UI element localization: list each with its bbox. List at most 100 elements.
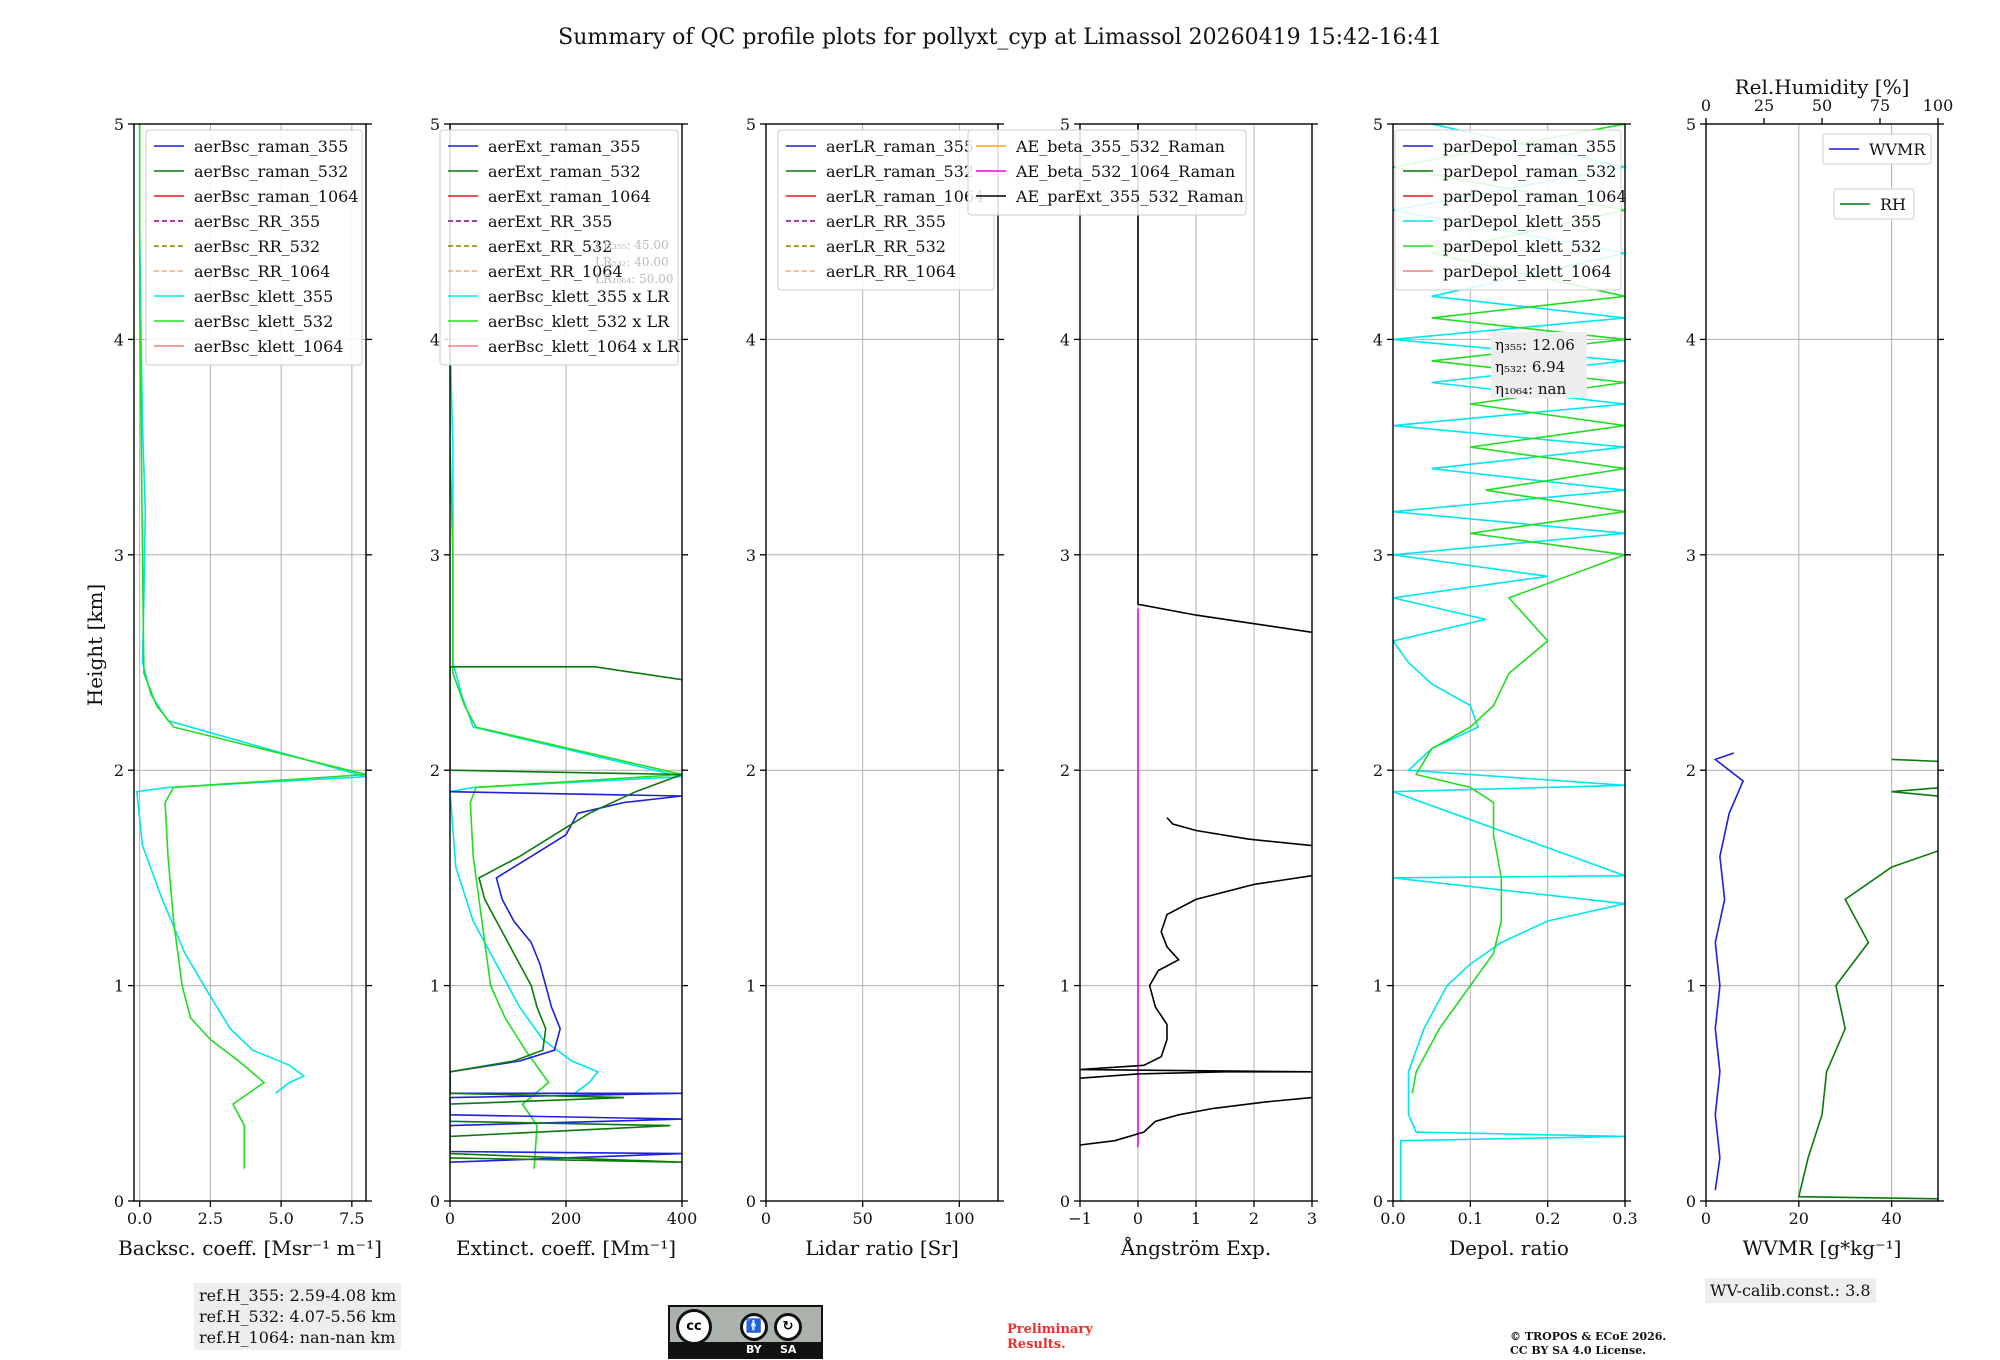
panel-lr: 0 50 100 Lidar ratio [Sr] 0 1 2 3 4 5 aerLR_raman_… bbox=[746, 115, 1004, 1260]
series-aerbsc-klett-532-x-lr bbox=[450, 124, 682, 1169]
y-tick-label: 4 bbox=[430, 330, 440, 349]
plot-panels: 0.0 2.5 5.0 7.5 Backsc. coeff. [Msr⁻¹ m⁻¹] 0 1… bbox=[114, 75, 1953, 1260]
eta-value: η₁₀₆₄: nan bbox=[1495, 380, 1566, 398]
x-tick-label: 2.5 bbox=[198, 1209, 223, 1228]
x-tick-label: 1 bbox=[1191, 1209, 1201, 1228]
x-tick-label: 0.1 bbox=[1458, 1209, 1483, 1228]
series-aerbsc-klett-355 bbox=[135, 124, 366, 1094]
wv-calibration-constant: WV-calib.const.: 3.8 bbox=[1710, 1281, 1871, 1300]
y-tick-label: 5 bbox=[1060, 115, 1070, 134]
y-tick-label: 0 bbox=[746, 1192, 756, 1211]
legend: aerLR_raman_355 aerLR_raman_532 aerLR_rama… bbox=[777, 129, 995, 291]
y-tick-label: 4 bbox=[1060, 330, 1070, 349]
cc-logo-icon: cc bbox=[676, 1309, 712, 1345]
preliminary-note: Preliminary Results. bbox=[1007, 1322, 1093, 1352]
panel-bsc: 0.0 2.5 5.0 7.5 Backsc. coeff. [Msr⁻¹ m⁻¹] 0 1… bbox=[114, 115, 382, 1260]
preliminary-line-1: Preliminary bbox=[1007, 1322, 1093, 1337]
panel-depol: 0.0 0.1 0.2 0.3 Depol. ratio 0 1 2 3 4 5 parDepol_r… bbox=[1373, 115, 1638, 1260]
series-wvmr bbox=[1713, 752, 1745, 1191]
y-tick-label: 4 bbox=[746, 330, 756, 349]
legend: aerBsc_raman_355 aerBsc_raman_532 aerBsc_r… bbox=[145, 129, 363, 366]
series-group bbox=[1080, 124, 1312, 1148]
legend-label: aerBsc_RR_532 bbox=[194, 237, 320, 256]
top-x-tick-label: 50 bbox=[1812, 96, 1832, 115]
series-group bbox=[1393, 124, 1625, 1201]
lidar-ratio-note: LR₃₅₅: 45.00 bbox=[595, 238, 669, 252]
x-tick-label: 0 bbox=[445, 1209, 455, 1228]
figure-title: Summary of QC profile plots for pollyxt_… bbox=[558, 25, 1442, 50]
legend-box bbox=[145, 129, 363, 366]
legend-label: parDepol_raman_532 bbox=[1443, 162, 1616, 181]
legend-label: aerBsc_klett_532 bbox=[194, 312, 333, 331]
legend: aerExt_raman_355 aerExt_raman_532 aerExt_r… bbox=[439, 129, 680, 366]
x-tick-label: 3 bbox=[1307, 1209, 1317, 1228]
y-tick-label: 1 bbox=[114, 977, 124, 996]
top-x-tick-label: 0 bbox=[1701, 96, 1711, 115]
series-group bbox=[135, 124, 366, 1169]
copyright-line-2: CC BY SA 4.0 License. bbox=[1510, 1344, 1647, 1357]
top-x-tick-label: 75 bbox=[1870, 96, 1890, 115]
x-tick-label: 0 bbox=[1701, 1209, 1711, 1228]
eta-value: η₅₃₂: 6.94 bbox=[1495, 358, 1565, 376]
cc-license-badge: cc 🚹 ↻ BY SA bbox=[668, 1305, 823, 1359]
y-tick-label: 2 bbox=[114, 761, 124, 780]
copyright-note: © TROPOS & ECoE 2026. CC BY SA 4.0 Licen… bbox=[1510, 1330, 1666, 1358]
legend-label: aerExt_raman_355 bbox=[488, 137, 641, 156]
x-tick-label: 0 bbox=[1133, 1209, 1143, 1228]
y-tick-label: 1 bbox=[1686, 977, 1696, 996]
preliminary-line-2: Results. bbox=[1007, 1337, 1066, 1352]
legend-label: aerExt_RR_532 bbox=[488, 237, 612, 256]
legend-box bbox=[967, 129, 1247, 216]
legend-label: aerLR_RR_1064 bbox=[826, 262, 956, 281]
y-tick-label: 5 bbox=[430, 115, 440, 134]
x-axis-label: Depol. ratio bbox=[1449, 1236, 1569, 1260]
series-ae-parext-355-532-raman bbox=[1080, 1096, 1312, 1146]
y-tick-label: 2 bbox=[1060, 761, 1070, 780]
eta-box bbox=[1491, 332, 1587, 398]
reference-heights-box: ref.H_355: 2.59-4.08 km ref.H_532: 4.07-… bbox=[194, 1283, 402, 1350]
x-tick-label: 40 bbox=[1881, 1209, 1901, 1228]
legend-label: aerLR_RR_355 bbox=[826, 212, 946, 231]
legend-label: aerExt_RR_355 bbox=[488, 212, 612, 231]
y-tick-label: 3 bbox=[1373, 546, 1383, 565]
legend-label: aerBsc_raman_355 bbox=[194, 137, 348, 156]
series-rh bbox=[1797, 758, 1938, 1200]
x-tick-label: −1 bbox=[1068, 1209, 1092, 1228]
legend-label: aerLR_raman_532 bbox=[826, 162, 974, 181]
y-axis-label: Height [km] bbox=[83, 584, 107, 706]
series-group bbox=[1713, 752, 1938, 1200]
legend-label: aerBsc_klett_532 x LR bbox=[488, 312, 670, 331]
y-tick-label: 0 bbox=[114, 1192, 124, 1211]
x-tick-label: 20 bbox=[1789, 1209, 1809, 1228]
y-tick-label: 5 bbox=[114, 115, 124, 134]
y-tick-label: 2 bbox=[430, 761, 440, 780]
legend-label: parDepol_raman_1064 bbox=[1443, 187, 1627, 206]
legend-label: aerBsc_klett_355 bbox=[194, 287, 333, 306]
y-tick-label: 2 bbox=[746, 761, 756, 780]
series-ae-parext-355-532-raman-c- bbox=[1166, 817, 1312, 847]
axes-frame bbox=[1705, 123, 1939, 1202]
legend-label: aerLR_raman_1064 bbox=[826, 187, 984, 206]
legend-label: AE_beta_532_1064_Raman bbox=[1015, 162, 1235, 181]
legend-label: parDepol_klett_532 bbox=[1443, 237, 1601, 256]
y-tick-label: 1 bbox=[1060, 977, 1070, 996]
eta-value: η₃₅₅: 12.06 bbox=[1495, 336, 1575, 354]
wv-calibration-box: WV-calib.const.: 3.8 bbox=[1705, 1278, 1876, 1303]
x-tick-label: 0.0 bbox=[127, 1209, 152, 1228]
y-tick-label: 0 bbox=[430, 1192, 440, 1211]
legend-box bbox=[439, 129, 679, 366]
y-tick-label: 3 bbox=[746, 546, 756, 565]
legend-label: aerBsc_klett_355 x LR bbox=[488, 287, 670, 306]
legend-label: aerBsc_raman_532 bbox=[194, 162, 348, 181]
x-tick-label: 7.5 bbox=[339, 1209, 364, 1228]
y-tick-label: 3 bbox=[114, 546, 124, 565]
y-tick-label: 3 bbox=[430, 546, 440, 565]
y-tick-label: 2 bbox=[1686, 761, 1696, 780]
series-aerbsc-klett-532 bbox=[138, 124, 366, 1169]
share-alike-icon: ↻ bbox=[774, 1313, 802, 1341]
x-tick-label: 2 bbox=[1249, 1209, 1259, 1228]
legend: parDepol_raman_355 parDepol_raman_532 parD… bbox=[1394, 129, 1627, 291]
